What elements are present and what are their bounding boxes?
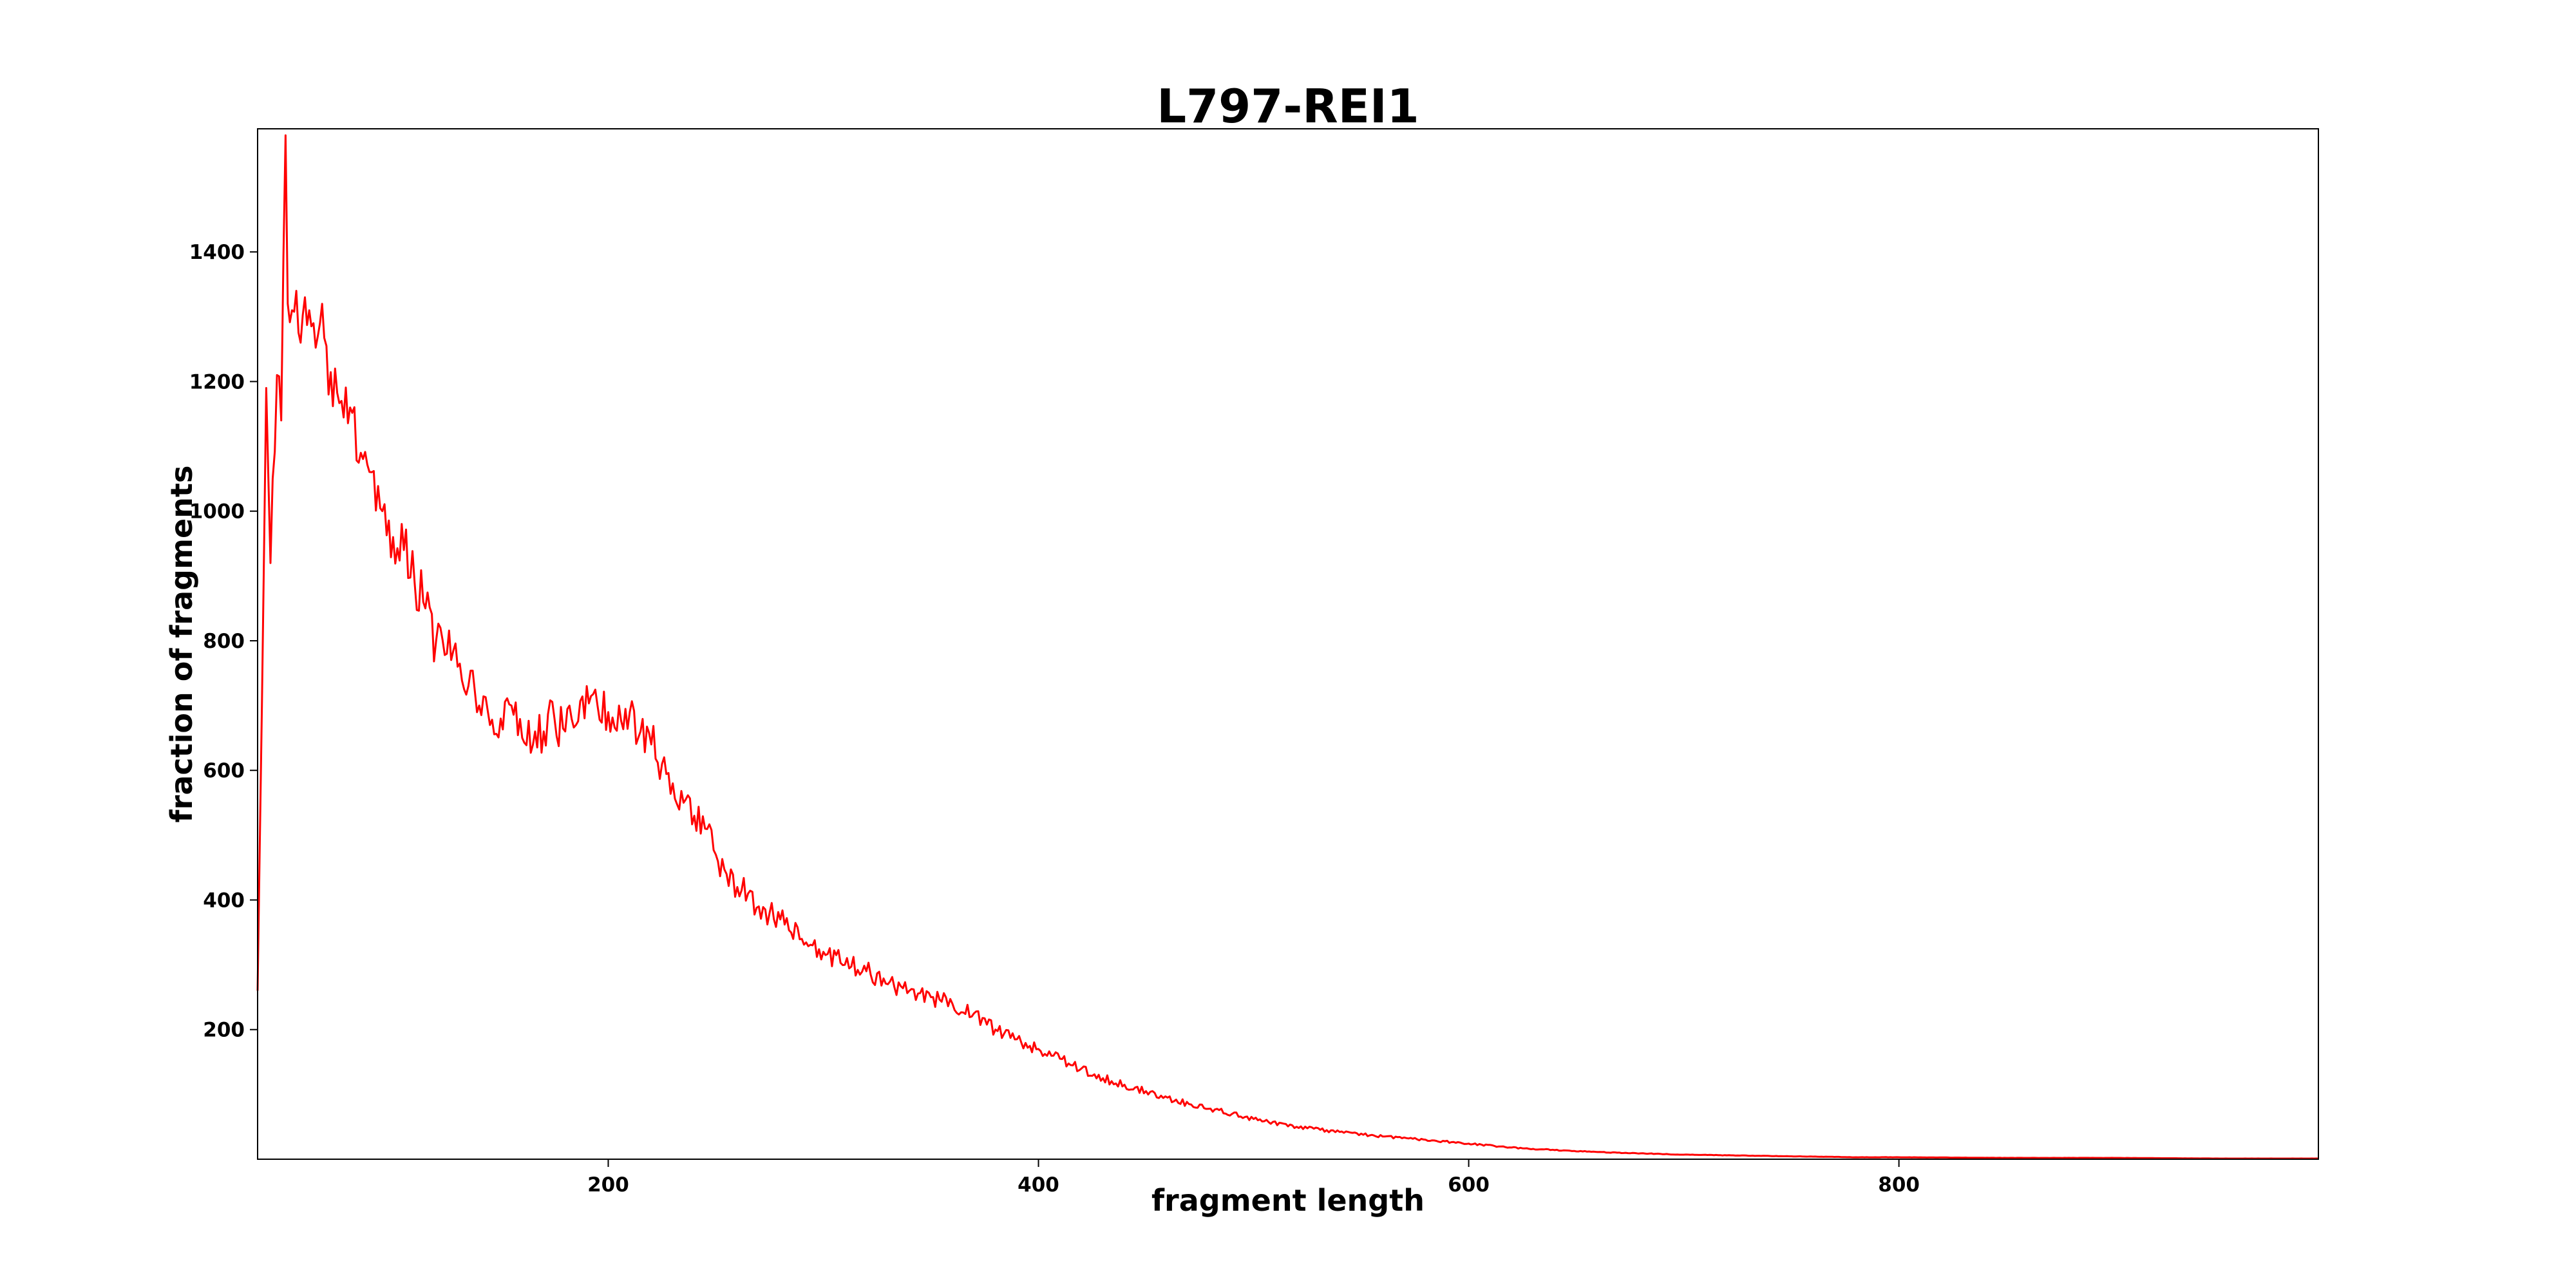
- y-tick-label: 1000: [189, 500, 245, 524]
- x-tick-label: 600: [1448, 1173, 1490, 1197]
- y-tick-label: 1200: [189, 370, 245, 393]
- chart-title: L797-REI1: [1157, 79, 1419, 133]
- series-line-0: [256, 134, 2319, 1160]
- y-axis-ticks: 200 400 600 800 1000 1200 1400: [189, 241, 258, 1042]
- x-tick-label: 200: [587, 1173, 629, 1197]
- plot-frame: [257, 128, 2319, 1160]
- y-tick-label: 600: [203, 759, 245, 782]
- x-axis-label: fragment length: [1151, 1183, 1425, 1218]
- y-tick-label: 400: [203, 889, 245, 912]
- x-tick-label: 800: [1878, 1173, 1920, 1197]
- series-layer: [256, 134, 2319, 1160]
- y-tick-label: 800: [203, 630, 245, 653]
- y-tick-label: 1400: [189, 241, 245, 264]
- y-axis-label: fraction of fragments: [164, 466, 199, 823]
- x-axis-ticks: 200 400 600 800: [587, 1159, 1920, 1197]
- y-tick-label: 200: [203, 1019, 245, 1042]
- x-tick-label: 400: [1018, 1173, 1059, 1197]
